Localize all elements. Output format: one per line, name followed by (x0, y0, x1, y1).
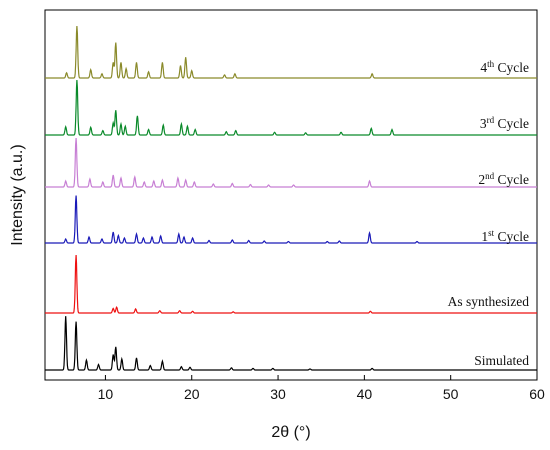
x-tick-label: 50 (443, 386, 459, 402)
series-label: As synthesized (448, 294, 530, 309)
series-line (45, 254, 537, 314)
series-label: 3rd Cycle (480, 115, 529, 131)
x-tick-label: 40 (357, 386, 373, 402)
series-label: 1st Cycle (481, 228, 529, 244)
x-tick-label: 30 (270, 386, 286, 402)
series-label: 2nd Cycle (478, 171, 529, 187)
series-label: 4th Cycle (480, 59, 529, 75)
series-layer: Simulated As synthesized 1st Cycle 2nd Cycl… (45, 25, 537, 371)
series-line (45, 137, 537, 188)
y-axis-title: Intensity (a.u.) (9, 144, 26, 245)
plot-frame (44, 9, 538, 381)
series-line (45, 316, 537, 371)
series-label: Simulated (474, 353, 529, 368)
series-line (45, 195, 537, 244)
x-tick-label: 60 (529, 386, 545, 402)
x-axis-title: 2θ (°) (271, 424, 310, 441)
x-axis-ticks: 10 20 30 40 50 60 (98, 375, 545, 402)
x-tick-label: 10 (98, 386, 114, 402)
x-tick-label: 20 (184, 386, 200, 402)
series-line (45, 25, 537, 79)
series-line (45, 79, 537, 136)
